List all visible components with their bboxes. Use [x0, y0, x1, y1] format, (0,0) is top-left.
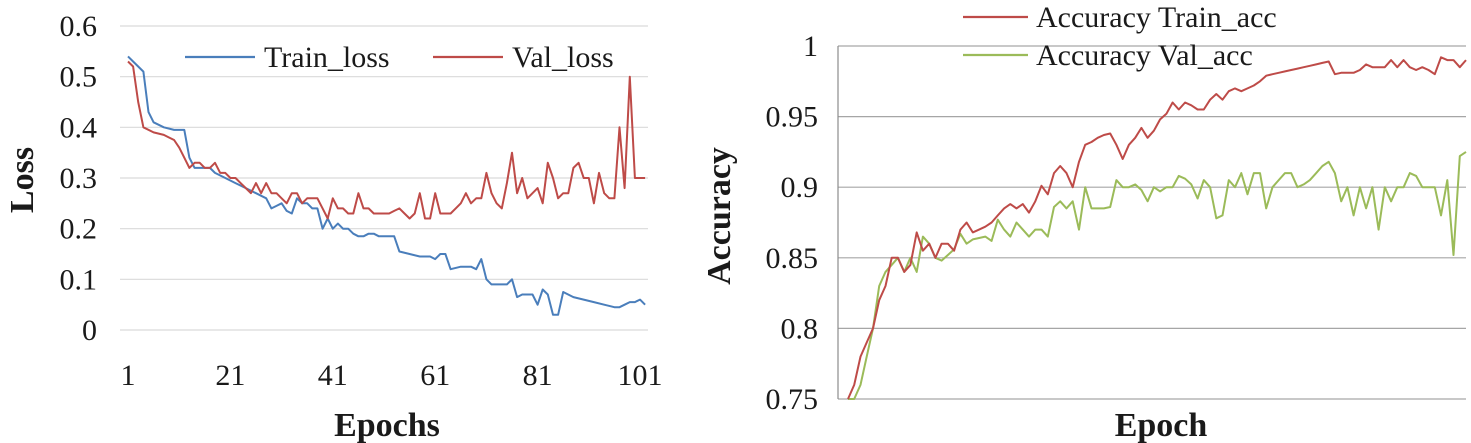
series-line-accuracy-train-acc	[847, 56, 1467, 400]
accuracy-chart-legend: Accuracy Train_acc Accuracy Val_acc	[963, 1, 1277, 72]
accuracy-y-tick-label: 0.95	[766, 101, 819, 134]
series-line-train-loss	[127, 55, 646, 316]
accuracy-y-tick-label: 1	[803, 30, 818, 63]
series-line-val-loss	[127, 60, 646, 220]
loss-x-tick-label: 61	[420, 359, 450, 392]
loss-chart-legend: Train_loss Val_loss	[185, 41, 614, 74]
series-line-accuracy-val-acc	[848, 151, 1467, 400]
loss-y-tick-label: 0.2	[60, 213, 98, 246]
loss-x-tick-label: 101	[618, 359, 663, 392]
loss-x-tick-label: 21	[215, 359, 245, 392]
loss-y-tick-label: 0.4	[60, 111, 98, 144]
accuracy-y-tick-label: 0.8	[781, 312, 819, 345]
accuracy-chart-y-tick-labels: 0.75 0.8 0.85 0.9 0.95 1	[766, 30, 819, 416]
loss-chart-gridlines	[120, 25, 648, 331]
loss-y-tick-label: 0.5	[60, 61, 98, 94]
loss-y-tick-label: 0	[82, 314, 97, 347]
loss-y-tick-label: 0.3	[60, 162, 98, 195]
legend-label-train-loss: Train_loss	[264, 41, 390, 74]
loss-x-tick-label: 41	[318, 359, 348, 392]
accuracy-chart: 0.75 0.8 0.85 0.9 0.95 1 Epoch Accuracy Accur…	[701, 1, 1467, 443]
loss-chart-series	[127, 55, 646, 316]
loss-chart: 00.10.20.30.40.50.6 1 21 41 61 81 101 Epochs …	[4, 10, 663, 443]
accuracy-chart-y-axis-title: Accuracy	[701, 147, 738, 285]
accuracy-chart-gridlines	[838, 45, 1466, 400]
accuracy-y-tick-label: 0.9	[781, 171, 819, 204]
loss-x-tick-label: 1	[121, 359, 136, 392]
accuracy-y-tick-label: 0.85	[766, 242, 819, 275]
legend-label-train-acc: Accuracy Train_acc	[1036, 1, 1277, 34]
loss-chart-y-axis-title: Loss	[4, 147, 41, 213]
accuracy-chart-series	[847, 56, 1467, 400]
loss-chart-x-axis-title: Epochs	[334, 407, 440, 443]
loss-chart-x-tick-labels: 1 21 41 61 81 101	[121, 359, 663, 392]
accuracy-chart-x-axis-title: Epoch	[1115, 407, 1208, 443]
loss-chart-y-tick-labels: 0 0.1 0.2 0.3 0.4 0.5 0.6	[60, 10, 98, 347]
loss-x-tick-label: 81	[523, 359, 553, 392]
loss-y-tick-label: 0.6	[60, 10, 98, 43]
loss-y-tick-label: 0.1	[60, 263, 98, 296]
accuracy-y-tick-label: 0.75	[766, 383, 819, 416]
legend-label-val-loss: Val_loss	[512, 41, 614, 74]
legend-label-val-acc: Accuracy Val_acc	[1036, 39, 1253, 72]
